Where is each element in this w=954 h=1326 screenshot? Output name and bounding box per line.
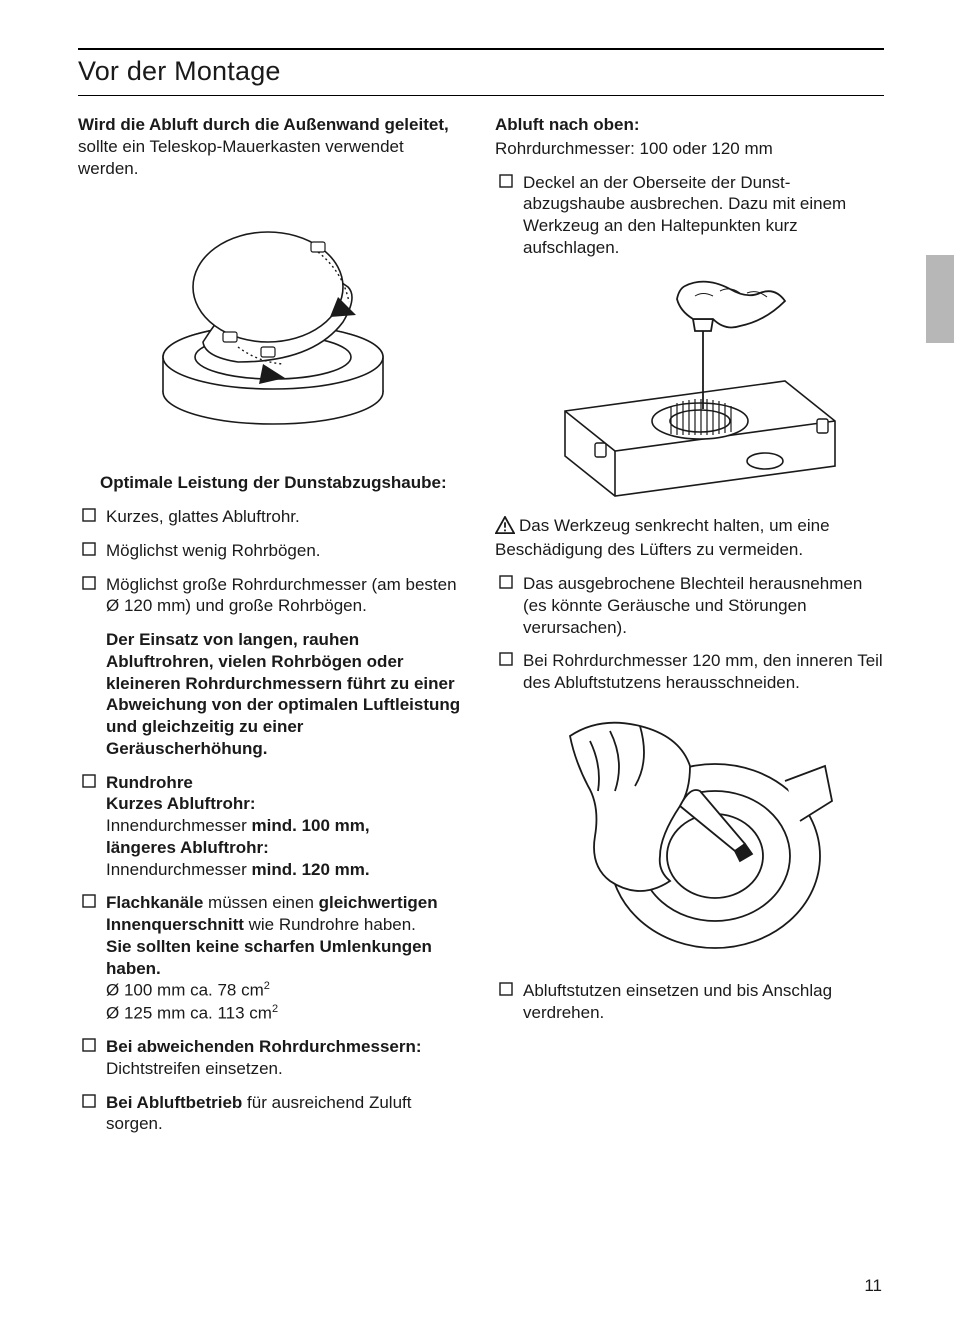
txt: mind. 120 mm. xyxy=(252,860,370,879)
intro-bold: Wird die Abluft durch die Außenwand gele… xyxy=(78,115,449,134)
bullet-text: Bei Rohrdurchmesser 120 mm, den inneren … xyxy=(523,650,884,694)
bullet-text: Das ausgebrochene Blechteil heraus­nehme… xyxy=(523,573,884,638)
bullet-icon xyxy=(82,774,96,788)
intro-rest: sollte ein Teleskop-Mauerkasten verwende… xyxy=(78,137,404,178)
right-heading-text: Abluft nach oben: xyxy=(495,115,639,134)
list-item: Bei abweichenden Rohrdurchmes­sern: Dich… xyxy=(78,1036,467,1080)
txt: Sie sollten keine scharfen Umlenkun­gen … xyxy=(106,937,432,978)
columns: Wird die Abluft durch die Außenwand gele… xyxy=(78,114,884,1147)
txt: längeres Abluftrohr: xyxy=(106,838,269,857)
warning-text: Das Werkzeug senkrecht halten, um eine B… xyxy=(495,516,830,560)
opt-heading: Optimale Leistung der Dunstabzugs­haube: xyxy=(78,472,467,494)
bullet-icon xyxy=(499,982,513,996)
page-container: Vor der Montage Wird die Abluft durch di… xyxy=(0,0,954,1187)
txt: Ø 100 mm ca. 78 cm xyxy=(106,981,264,1000)
txt: Bei abweichenden Rohrdurchmes­sern: xyxy=(106,1037,422,1056)
figure-cut xyxy=(495,706,884,966)
list-item: Abluftstutzen einsetzen und bis Anschlag… xyxy=(495,980,884,1024)
col-left: Wird die Abluft durch die Außenwand gele… xyxy=(78,114,467,1147)
txt: Ø 125 mm ca. 113 cm xyxy=(106,1003,272,1022)
bullet-icon xyxy=(82,542,96,556)
txt: Kurzes Abluftrohr: xyxy=(106,794,256,813)
thumb-tab xyxy=(926,255,954,343)
bullet-text: Deckel an der Oberseite der Dunst­abzugs… xyxy=(523,172,884,259)
sup: 2 xyxy=(264,980,270,992)
list-item: Flachkanäle müssen einen gleichwer­tigen… xyxy=(78,892,467,1024)
list-item: Rundrohre Kurzes Abluftrohr: Innendurchm… xyxy=(78,772,467,881)
bullet-icon xyxy=(82,1038,96,1052)
rundrohre-block: Rundrohre Kurzes Abluftrohr: Innendurchm… xyxy=(106,772,370,881)
txt: Innendurchmesser xyxy=(106,816,252,835)
txt: Bei Abluftbetrieb xyxy=(106,1093,242,1112)
page-title: Vor der Montage xyxy=(78,56,884,87)
sup: 2 xyxy=(272,1003,278,1015)
zuluft-block: Bei Abluftbetrieb für ausreichend Zuluft… xyxy=(106,1092,467,1136)
txt: müssen einen xyxy=(203,893,318,912)
list-item: Möglichst große Rohrdurchmesser (am best… xyxy=(78,574,467,618)
performance-warning: Der Einsatz von langen, rauhen Abluftroh… xyxy=(78,629,467,760)
rule-bottom xyxy=(78,95,884,96)
list-item: Bei Abluftbetrieb für ausreichend Zuluft… xyxy=(78,1092,467,1136)
rule-top xyxy=(78,48,884,50)
txt: mind. 100 mm, xyxy=(252,816,370,835)
breakout-illustration-icon xyxy=(535,271,845,501)
txt: Innendurchmesser xyxy=(106,860,252,879)
bullet-text: Möglichst wenig Rohrbögen. xyxy=(106,540,321,562)
txt: Dichtstreifen einsetzen. xyxy=(106,1059,283,1078)
right-sub: Rohrdurchmesser: 100 oder 120 mm xyxy=(495,138,884,160)
bullet-icon xyxy=(499,174,513,188)
list-item: Bei Rohrdurchmesser 120 mm, den inneren … xyxy=(495,650,884,694)
warning-para: Das Werkzeug senkrecht halten, um eine B… xyxy=(495,515,884,562)
figure-collar xyxy=(78,191,467,458)
txt: Rundrohre xyxy=(106,773,193,792)
intro-para: Wird die Abluft durch die Außenwand gele… xyxy=(78,114,467,179)
bullet-icon xyxy=(82,508,96,522)
list-item: Kurzes, glattes Abluftrohr. xyxy=(78,506,467,528)
bullet-icon xyxy=(499,652,513,666)
list-item: Das ausgebrochene Blechteil heraus­nehme… xyxy=(495,573,884,638)
bullet-text: Kurzes, glattes Abluftrohr. xyxy=(106,506,300,528)
bullet-icon xyxy=(82,576,96,590)
right-heading: Abluft nach oben: xyxy=(495,114,884,136)
bullet-icon xyxy=(499,575,513,589)
flachkanal-block: Flachkanäle müssen einen gleichwer­tigen… xyxy=(106,892,467,1024)
collar-illustration-icon xyxy=(143,192,403,452)
warning-icon xyxy=(495,516,515,540)
txt: wie Rundrohre haben. xyxy=(244,915,416,934)
list-item: Möglichst wenig Rohrbögen. xyxy=(78,540,467,562)
bullet-icon xyxy=(82,1094,96,1108)
bullet-text: Abluftstutzen einsetzen und bis Anschlag… xyxy=(523,980,884,1024)
txt: Flachkanäle xyxy=(106,893,203,912)
abweichend-block: Bei abweichenden Rohrdurchmes­sern: Dich… xyxy=(106,1036,467,1080)
page-number: 11 xyxy=(864,1276,882,1296)
opt-heading-text: Optimale Leistung der Dunstabzugs­haube: xyxy=(100,473,447,492)
bullet-icon xyxy=(82,894,96,908)
list-item: Deckel an der Oberseite der Dunst­abzugs… xyxy=(495,172,884,259)
bullet-text: Möglichst große Rohrdurchmesser (am best… xyxy=(106,574,467,618)
figure-breakout xyxy=(495,271,884,501)
col-right: Abluft nach oben: Rohrdurchmesser: 100 o… xyxy=(495,114,884,1147)
cut-illustration-icon xyxy=(540,706,840,966)
